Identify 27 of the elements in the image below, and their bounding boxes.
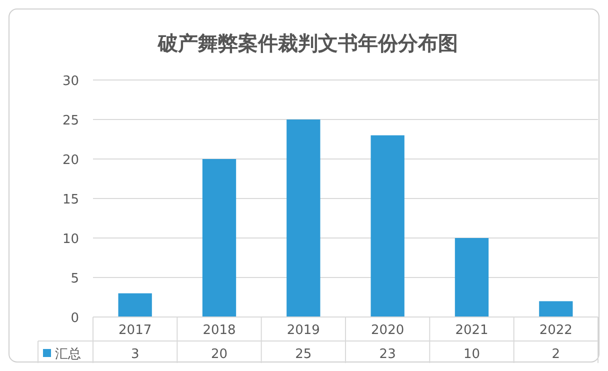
y-tick-label: 5 xyxy=(70,272,79,286)
data-label: 23 xyxy=(379,347,396,362)
x-tick-label: 2020 xyxy=(371,323,404,338)
y-tick-label: 15 xyxy=(62,192,79,208)
bar xyxy=(539,301,573,317)
data-label: 2 xyxy=(552,347,560,362)
x-tick-label: 2022 xyxy=(539,323,572,338)
bar xyxy=(370,135,404,317)
bar xyxy=(286,120,320,317)
data-label: 10 xyxy=(463,347,480,362)
data-label: 25 xyxy=(295,347,312,362)
x-tick-label: 2019 xyxy=(286,323,320,338)
bar xyxy=(202,159,236,317)
y-tick-label: 25 xyxy=(62,114,79,128)
bar xyxy=(118,293,152,317)
bar xyxy=(454,238,489,317)
chart-title: 破产舞弊案件裁判文书年份分布图 xyxy=(157,31,458,55)
data-label: 3 xyxy=(130,347,140,362)
x-tick-label: 2017 xyxy=(118,323,152,338)
y-tick-label: 20 xyxy=(62,153,79,168)
y-tick-label: 10 xyxy=(62,232,79,247)
y-tick-label: 30 xyxy=(62,74,79,89)
y-tick-label: 0 xyxy=(70,311,79,326)
x-tick-label: 2018 xyxy=(202,323,236,338)
data-label: 20 xyxy=(210,347,228,362)
legend-label: 汇总 xyxy=(55,347,81,362)
x-tick-label: 2021 xyxy=(455,323,488,338)
